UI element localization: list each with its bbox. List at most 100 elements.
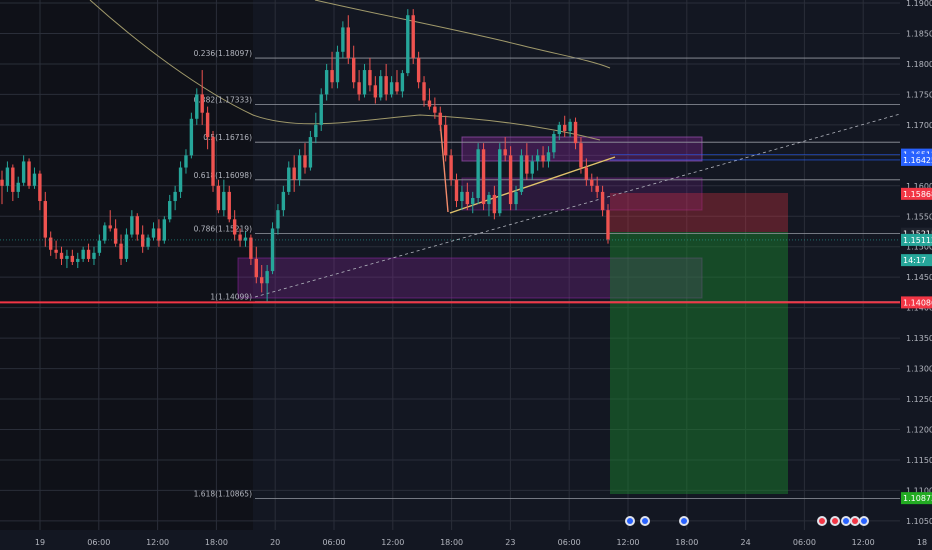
candle-body	[535, 155, 540, 162]
time-tick-label: 18	[917, 538, 927, 547]
candle-body	[476, 149, 480, 198]
dashed-trendline	[254, 113, 901, 298]
event-icons[interactable]	[625, 516, 869, 526]
candle-body	[525, 155, 529, 174]
candle-body	[530, 161, 534, 174]
fib-label: 1.618(1.10865)	[194, 490, 252, 499]
price-tag-label: 1.14086	[903, 298, 932, 307]
candle-body	[119, 243, 123, 259]
candle-body	[281, 191, 286, 211]
candle-body	[487, 194, 491, 205]
candle-body	[330, 70, 334, 83]
stop-loss-zone	[610, 193, 788, 232]
candle-body	[70, 255, 75, 262]
candle-body	[335, 51, 340, 83]
candle-body	[270, 228, 275, 272]
candle-body	[5, 167, 10, 186]
price-tick-label: 1.12500	[906, 395, 932, 404]
candle-body	[108, 225, 112, 229]
candle-body	[563, 124, 567, 131]
candle-body	[265, 271, 269, 284]
moving-average-line-upper	[314, 0, 611, 69]
candle-body	[341, 27, 345, 52]
candle-body	[292, 167, 296, 180]
candle-body	[579, 143, 583, 168]
fib-label: 0.236(1.18097)	[194, 49, 252, 58]
candle-body	[200, 94, 204, 113]
candle-body	[130, 216, 134, 235]
candle-body	[162, 219, 167, 241]
candle-body	[97, 240, 102, 253]
candle-body	[146, 237, 150, 247]
price-tags: 1.165121.164251.158681.152151.1511214:17…	[901, 148, 932, 505]
candle-body	[216, 185, 221, 211]
candle-body	[438, 112, 442, 125]
candle-body	[27, 161, 31, 186]
price-tick-label: 1.13500	[906, 334, 932, 343]
time-tick-label: 19	[35, 538, 45, 547]
candle-body	[173, 191, 177, 202]
candle-body	[124, 234, 129, 259]
candle-body	[38, 173, 42, 202]
candle-body	[21, 161, 26, 183]
candle-body	[514, 191, 518, 205]
price-tag	[901, 254, 932, 267]
time-tick-label: 12:00	[616, 538, 639, 547]
price-tick-label: 1.13000	[906, 365, 932, 374]
candle-body	[465, 191, 470, 205]
candle-body	[157, 228, 161, 241]
price-axis[interactable]	[900, 0, 932, 550]
candle-body	[287, 167, 291, 192]
candle-body	[351, 57, 356, 83]
demand-zone	[237, 257, 703, 299]
candle-body	[151, 228, 156, 238]
candle-body	[260, 277, 264, 284]
fib-label: 0.786(1.15219)	[194, 224, 252, 233]
candle-body	[195, 94, 199, 119]
candle-body	[471, 197, 475, 205]
candle-body	[276, 210, 280, 229]
candle-body	[308, 137, 313, 168]
moving-average-line	[89, 0, 601, 141]
candle-body	[422, 82, 426, 101]
candle-body	[135, 216, 139, 235]
time-tick-label: 20	[270, 538, 280, 547]
candle-body	[314, 124, 318, 138]
candle-body	[11, 167, 15, 192]
time-axis[interactable]	[0, 530, 900, 550]
candle-body	[184, 155, 188, 168]
candle-body	[54, 249, 58, 253]
candle-body	[48, 237, 53, 250]
candle-body	[65, 255, 69, 259]
candle-body	[546, 152, 551, 162]
price-lines	[0, 154, 900, 304]
price-tick-label: 1.12000	[906, 425, 932, 434]
candle-body	[81, 249, 85, 259]
candle-body	[411, 15, 415, 58]
candles	[0, 9, 610, 302]
candle-body	[346, 27, 350, 58]
candle-body	[227, 191, 231, 220]
candle-body	[389, 82, 394, 95]
candle-body	[416, 57, 421, 83]
time-tick-label: 23	[505, 538, 515, 547]
candle-body	[59, 252, 64, 259]
candle-body	[557, 124, 562, 135]
price-tick-label: 1.14500	[906, 273, 932, 282]
candle-body	[297, 155, 302, 180]
candle-body	[303, 155, 307, 168]
candle-body	[384, 76, 388, 95]
price-tick-label: 1.15500	[906, 212, 932, 221]
price-tag-label: 1.15112	[903, 236, 932, 245]
candle-body	[168, 201, 172, 220]
candle-body	[433, 106, 437, 113]
candle-body	[357, 82, 361, 95]
candle-body	[43, 201, 47, 238]
price-tick-label: 1.19000	[906, 0, 932, 8]
candle-body	[373, 85, 378, 98]
price-tick-label: 1.11000	[906, 486, 932, 495]
candle-body	[395, 82, 399, 92]
candle-body	[103, 225, 107, 241]
fib-label: 0.5(1.16716)	[203, 133, 252, 142]
